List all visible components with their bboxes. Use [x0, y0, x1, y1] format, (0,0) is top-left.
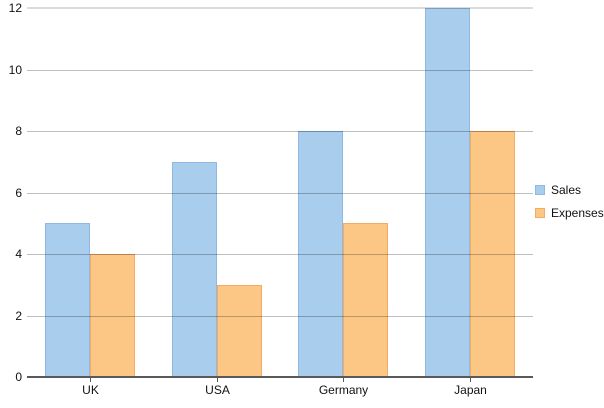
y-axis-tick-label: 4 — [15, 247, 22, 261]
x-axis-tick — [470, 377, 471, 382]
gridline — [27, 7, 533, 9]
bar-expenses-uk — [90, 254, 135, 377]
x-axis-label: USA — [205, 383, 230, 397]
y-axis-tick-label: 12 — [8, 1, 22, 15]
bar-sales-germany — [298, 131, 343, 377]
legend-item-sales[interactable]: Sales — [535, 183, 604, 197]
x-axis-label: Germany — [318, 383, 369, 397]
bar-expenses-usa — [217, 285, 262, 377]
x-axis-label: UK — [82, 383, 99, 397]
legend-label-expenses: Expenses — [551, 206, 604, 220]
y-axis-tick-label: 0 — [15, 370, 22, 384]
bar-sales-usa — [172, 162, 217, 377]
x-axis-tick — [90, 377, 91, 382]
bar-expenses-japan — [470, 131, 515, 377]
y-axis-tick-label: 10 — [8, 63, 22, 77]
gridline — [27, 193, 533, 194]
x-axis-label: Japan — [454, 383, 487, 397]
bar-sales-uk — [45, 223, 90, 377]
legend-item-expenses[interactable]: Expenses — [535, 206, 604, 220]
x-axis-tick — [343, 377, 344, 382]
gridline — [27, 316, 533, 317]
legend: Sales Expenses — [535, 183, 604, 220]
bar-sales-japan — [425, 8, 470, 377]
gridline — [27, 70, 533, 71]
y-axis-tick-label: 6 — [15, 186, 22, 200]
legend-label-sales: Sales — [551, 183, 582, 197]
x-axis-line — [27, 376, 533, 378]
gridline — [27, 131, 533, 132]
gridline — [27, 254, 533, 255]
legend-marker-sales — [535, 185, 545, 195]
bar-expenses-germany — [343, 223, 388, 377]
y-axis-tick-label: 8 — [15, 124, 22, 138]
x-axis-tick — [217, 377, 218, 382]
legend-marker-expenses — [535, 208, 545, 218]
y-axis-tick-label: 2 — [15, 309, 22, 323]
